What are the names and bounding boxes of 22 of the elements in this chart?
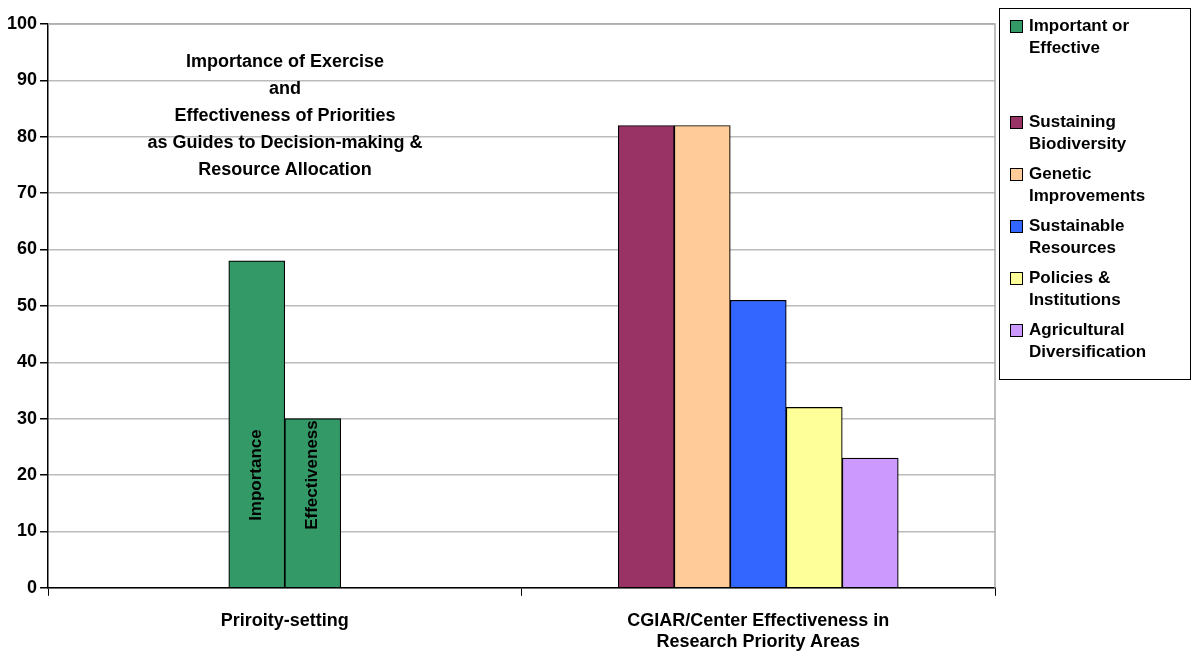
legend-label: Important or Effective [1029,15,1131,59]
legend-label: Genetic Improvements [1029,163,1147,207]
y-tick-label: 50 [17,294,38,315]
legend-label: Sustainable Resources [1029,215,1126,259]
x-tick-label: CGIAR/Center Effectiveness in Research Priority Areas [627,609,890,652]
annotation: Importance [246,429,266,521]
y-tick-label: 100 [6,12,38,33]
y-tick-label: 90 [17,69,38,90]
y-tick-label: 20 [17,464,38,485]
y-tick-label: 40 [17,351,38,372]
y-tick-label: 80 [17,125,38,146]
legend-label: Sustaining Biodiversity [1029,111,1128,155]
y-tick-label: 30 [17,407,38,428]
y-tick-label: 60 [17,238,38,259]
x-tick-label: Priroity-setting [220,609,349,630]
legend-label: Policies & Institutions [1029,267,1122,311]
legend-label: Agricultural Diversification [1029,319,1148,363]
y-tick-label: 0 [27,576,38,597]
annotation: Effectiveness [302,420,322,530]
y-tick-label: 10 [17,520,38,541]
y-tick-label: 70 [17,182,38,203]
text: Importance of Exercise and Effectiveness of Priorities as Guides to Decision-making & Resource Allocation [146,50,424,181]
